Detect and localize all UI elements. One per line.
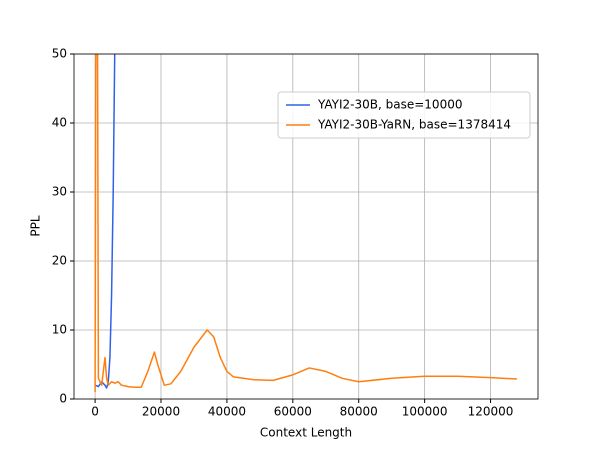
y-axis-label: PPL [29, 215, 43, 236]
axes-frame [73, 53, 539, 400]
y-tick-label: 0 [59, 392, 67, 406]
x-tick-label: 60000 [274, 405, 312, 419]
x-tick-label: 20000 [142, 405, 180, 419]
x-tick-label: 40000 [208, 405, 246, 419]
x-tick-label: 120000 [468, 405, 514, 419]
y-tick-label: 50 [52, 47, 67, 61]
y-tick-label: 40 [52, 116, 67, 130]
y-tick-label: 30 [52, 185, 67, 199]
legend-box [277, 91, 531, 139]
x-tick-label: 80000 [340, 405, 378, 419]
legend-label: YAYI2-30B, base=10000 [317, 98, 462, 112]
y-tick-label: 20 [52, 254, 67, 268]
legend-label: YAYI2-30B-YaRN, base=1378414 [317, 118, 511, 132]
series-line [94, 54, 517, 393]
y-tick-label: 10 [52, 323, 67, 337]
x-tick-label: 0 [91, 405, 99, 419]
x-tick-label: 100000 [402, 405, 448, 419]
x-axis-label: Context Length [260, 426, 352, 440]
